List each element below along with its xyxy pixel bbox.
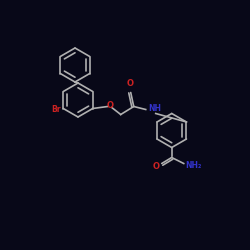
Text: O: O [153, 162, 160, 171]
Text: O: O [126, 80, 133, 88]
Text: Br: Br [51, 105, 60, 114]
Text: O: O [106, 101, 113, 110]
Text: NH₂: NH₂ [186, 161, 202, 170]
Text: NH: NH [149, 104, 162, 113]
